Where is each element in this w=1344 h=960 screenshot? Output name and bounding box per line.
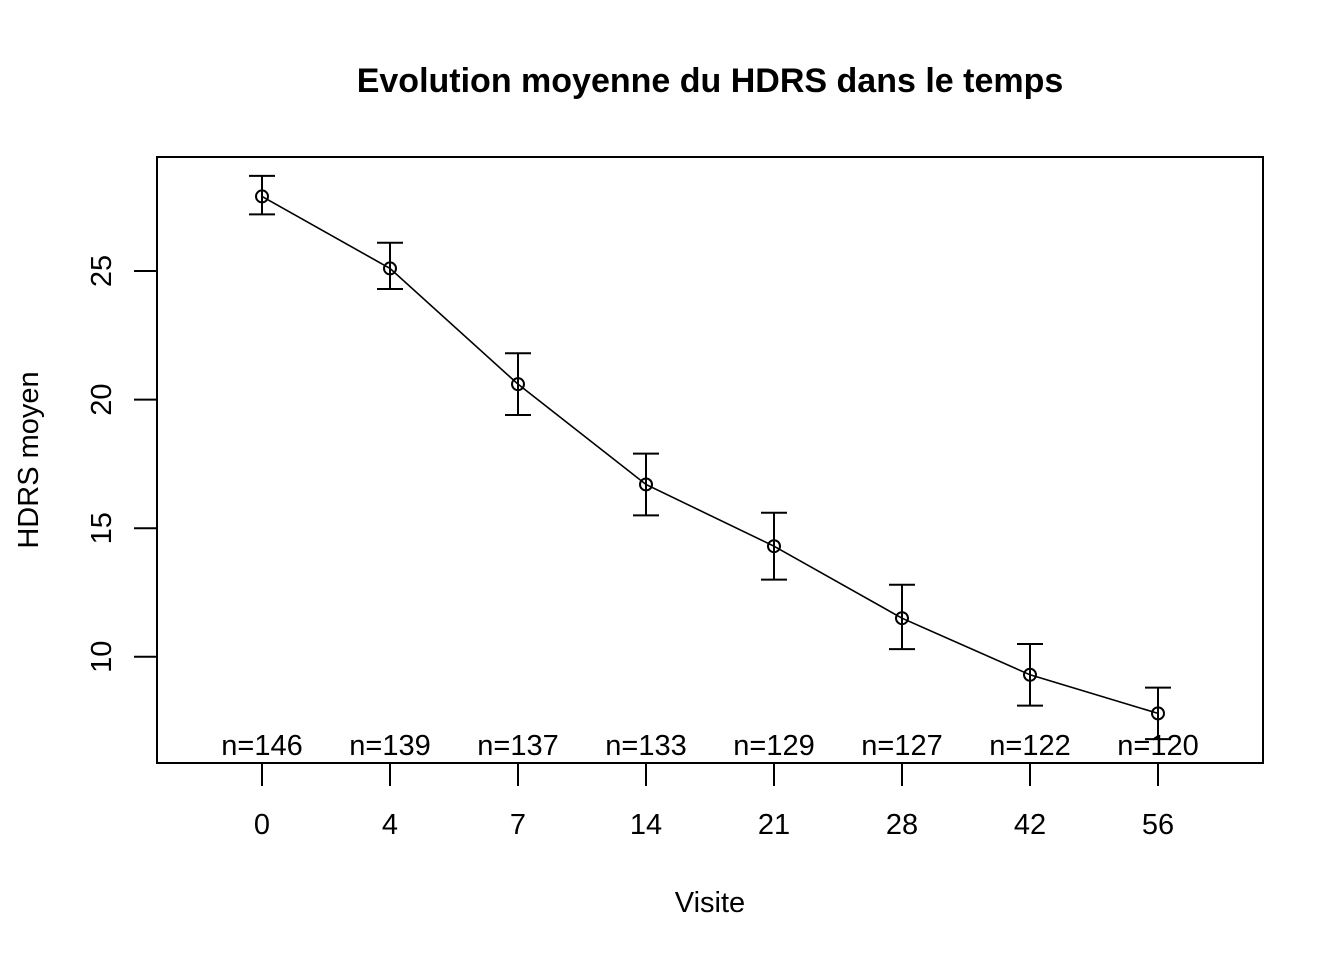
count-label: n=129 (733, 730, 814, 762)
chart-title: Evolution moyenne du HDRS dans le temps (357, 62, 1064, 100)
data-point (895, 611, 909, 626)
count-label: n=146 (221, 730, 302, 762)
series-line (261, 195, 1159, 715)
x-axis: 0 4 7 14 21 28 42 56 (254, 763, 1174, 841)
y-axis-label: HDRS moyen (13, 371, 45, 548)
data-point (1151, 706, 1165, 721)
data-point (255, 189, 269, 204)
data-point (767, 539, 781, 554)
series-layer (249, 174, 1171, 741)
y-tick-label: 20 (86, 383, 118, 415)
x-tick-label: 21 (758, 809, 790, 841)
data-point (1023, 667, 1037, 682)
x-tick-label: 14 (630, 809, 662, 841)
x-tick-label: 42 (1014, 809, 1046, 841)
count-layer: n=146 n=139 n=137 n=133 n=129 n=127 n=122 n=120 (221, 730, 1198, 762)
y-tick-label: 10 (86, 641, 118, 673)
plot-frame (156, 156, 1264, 764)
data-point (511, 377, 525, 392)
count-label: n=122 (989, 730, 1070, 762)
y-tick-label: 25 (86, 255, 118, 287)
x-tick-label: 4 (382, 809, 398, 841)
y-tick-label: 15 (86, 512, 118, 544)
count-label: n=133 (605, 730, 686, 762)
x-tick-label: 56 (1142, 809, 1174, 841)
count-label: n=127 (861, 730, 942, 762)
data-point (383, 261, 397, 276)
data-point (639, 477, 653, 492)
y-axis: 10 15 20 25 (86, 255, 157, 673)
x-axis-label: Visite (675, 887, 745, 919)
count-label: n=139 (349, 730, 430, 762)
count-label: n=137 (477, 730, 558, 762)
count-label: n=120 (1117, 730, 1198, 762)
x-tick-label: 7 (510, 809, 526, 841)
x-tick-label: 0 (254, 809, 270, 841)
x-tick-label: 28 (886, 809, 918, 841)
